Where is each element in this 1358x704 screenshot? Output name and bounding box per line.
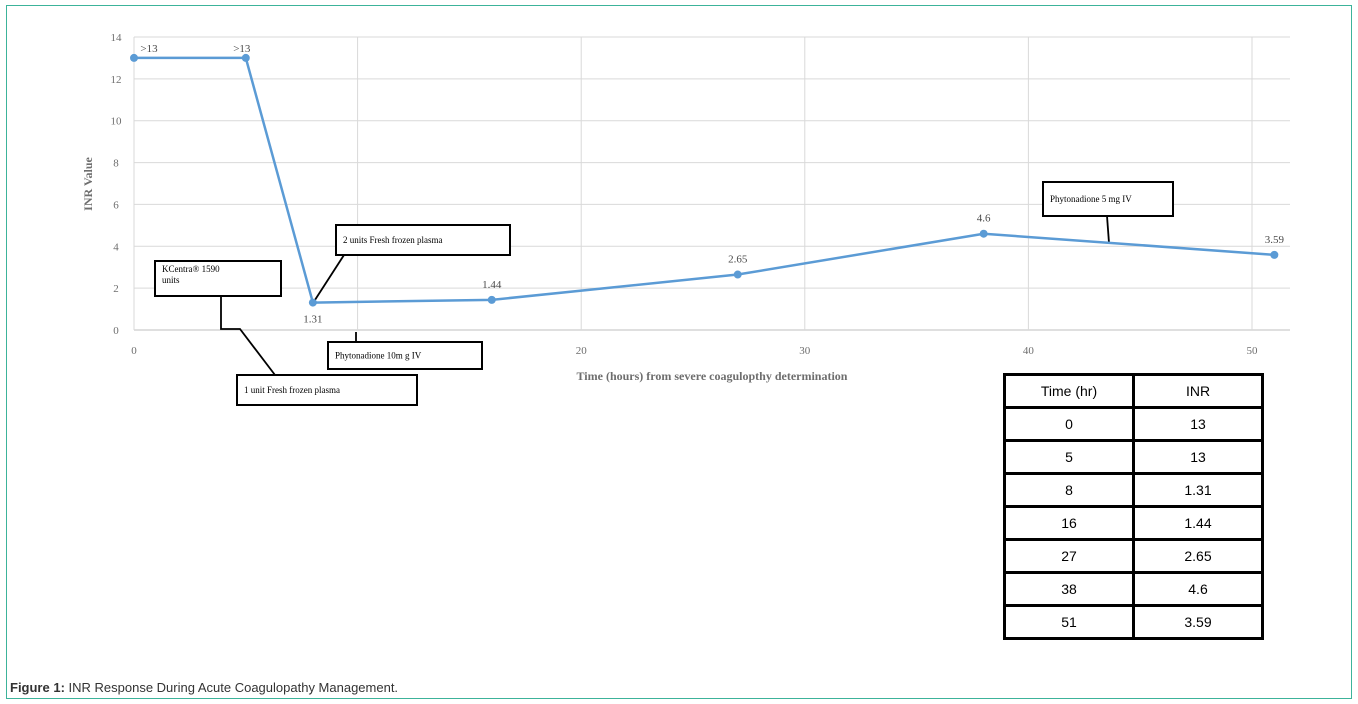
annotation-connector (312, 254, 345, 304)
caption-label: Figure 1: (10, 680, 65, 695)
data-label-layer: >13 >13 1.31 1.44 2.65 4.6 3.59 (140, 43, 1284, 326)
table-cell-time: 0 (1003, 406, 1135, 442)
series-layer (130, 53, 1279, 307)
table-cell-inr: 2.65 (1132, 538, 1264, 574)
table-cell-time: 51 (1003, 604, 1135, 640)
data-label: 1.44 (482, 279, 502, 291)
data-label: 1.31 (303, 314, 322, 326)
x-tick-label: 0 (131, 345, 137, 357)
y-tick-label: 12 (111, 74, 122, 86)
y-tick-label: 14 (111, 32, 123, 44)
annotation-text: Phytonadione 10m g IV (335, 351, 422, 361)
table-cell-inr: 3.59 (1132, 604, 1264, 640)
table-row: 27 2.65 (1003, 538, 1264, 574)
table-cell-time: 27 (1003, 538, 1135, 574)
caption-text: INR Response During Acute Coagulopathy M… (64, 680, 399, 695)
annotation-connectors (220, 215, 1110, 376)
annotation-connector (1106, 215, 1110, 244)
x-tick-label: 40 (1023, 345, 1035, 357)
y-tick-label: 8 (113, 158, 119, 170)
y-tick-label: 6 (113, 199, 119, 211)
table-row: 0 13 (1003, 406, 1264, 442)
data-point (130, 53, 138, 62)
x-tick-label: 50 (1246, 345, 1258, 357)
inr-series-line (134, 56, 1275, 304)
data-point (308, 298, 317, 307)
annotation-text: Phytonadione 5 mg IV (1050, 194, 1132, 204)
table-row: 8 1.31 (1003, 472, 1264, 508)
figure-caption: Figure 1: INR Response During Acute Coag… (10, 680, 398, 695)
x-tick-label: 20 (576, 345, 588, 357)
data-label: 4.6 (977, 213, 991, 225)
x-tick-label: 30 (799, 345, 811, 357)
table-row: 5 13 (1003, 439, 1264, 475)
figure-frame (6, 5, 1352, 699)
data-label: >13 (233, 43, 251, 55)
inr-line-chart: 0246810121401020304050 INR Value Time (h… (81, 32, 1290, 406)
data-point (1270, 250, 1279, 259)
data-label: >13 (140, 43, 158, 55)
annotation-text: units (162, 275, 180, 285)
annotation-connector (220, 296, 276, 376)
table-cell-inr: 13 (1132, 406, 1264, 442)
y-tick-label: 10 (111, 116, 123, 128)
annotation-text: 2 units Fresh frozen plasma (343, 235, 442, 245)
annotation-box (154, 260, 282, 297)
data-point (733, 270, 742, 279)
table-header-row: Time (hr) INR (1003, 373, 1264, 409)
table-cell-time: 38 (1003, 571, 1135, 607)
table-header-time: Time (hr) (1003, 373, 1135, 409)
table-row: 51 3.59 (1003, 604, 1264, 640)
y-tick-label: 2 (113, 283, 119, 295)
x-axis-title: Time (hours) from severe coagulopthy det… (577, 369, 848, 383)
table-row: 16 1.44 (1003, 505, 1264, 541)
data-point (979, 229, 988, 238)
table-cell-inr: 1.31 (1132, 472, 1264, 508)
data-label: 2.65 (728, 254, 748, 266)
annotation-box (327, 341, 483, 370)
table-cell-inr: 13 (1132, 439, 1264, 475)
table-header-inr: INR (1132, 373, 1264, 409)
data-point (487, 295, 496, 304)
y-tick-label: 4 (113, 241, 119, 253)
data-point (241, 53, 250, 62)
table-cell-inr: 4.6 (1132, 571, 1264, 607)
table-cell-time: 5 (1003, 439, 1135, 475)
annotation-text: 1 unit Fresh frozen plasma (244, 385, 340, 395)
table-cell-time: 8 (1003, 472, 1135, 508)
annotation-box (335, 224, 511, 256)
data-label: 3.59 (1265, 234, 1285, 246)
annotation-box (236, 374, 418, 406)
inr-data-table: Time (hr) INR 0 13 5 13 8 1.31 16 1.44 27 2.6… (1003, 373, 1264, 640)
table-cell-time: 16 (1003, 505, 1135, 541)
y-axis-title: INR Value (81, 156, 95, 210)
tick-layer: 0246810121401020304050 (111, 32, 1258, 357)
annotation-text: KCentra® 1590 (162, 264, 220, 274)
annotation-box (1042, 181, 1174, 217)
table-row: 38 4.6 (1003, 571, 1264, 607)
table-cell-inr: 1.44 (1132, 505, 1264, 541)
y-tick-label: 0 (113, 325, 119, 337)
